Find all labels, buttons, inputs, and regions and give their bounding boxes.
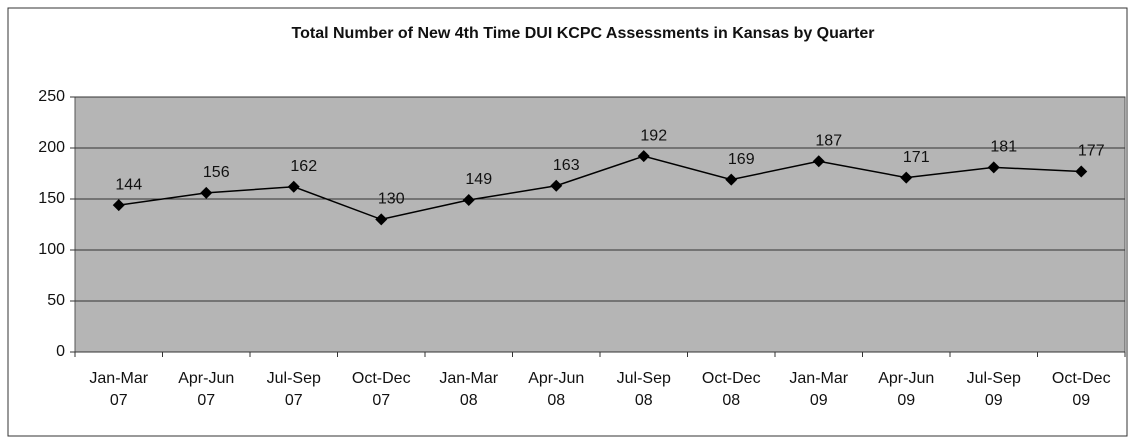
data-label: 187 [815,132,842,149]
data-line [118,155,1082,221]
plot-area [74,96,1126,353]
x-tick-label: Apr-Jun 07 [178,370,235,409]
data-label: 163 [553,157,580,174]
y-tick-label: 50 [47,292,65,309]
marker [1075,165,1088,178]
y-tick-label: 0 [56,343,65,360]
marker [375,213,388,226]
y-tick-label: 250 [38,88,65,105]
y-tick-label: 200 [38,139,65,156]
marker [200,186,213,199]
data-label: 144 [115,176,142,193]
data-label: 169 [728,151,755,168]
y-tick-label: 150 [38,190,65,207]
marker [550,179,563,192]
marker [637,150,650,163]
marker [112,199,125,212]
x-tick-label: Oct-Dec 08 [701,370,761,409]
data-label: 177 [1078,143,1105,160]
data-label: 181 [990,139,1017,156]
x-tick-label: Apr-Jun 08 [528,370,585,409]
marker [900,171,913,184]
x-tick-label: Jul-Sep 08 [616,370,671,409]
data-label: 130 [378,191,405,208]
marker [462,194,475,207]
data-label: 162 [290,158,317,175]
marker [287,180,300,193]
x-tick-label: Jan-Mar 09 [789,370,849,409]
x-tick-label: Oct-Dec 07 [351,370,411,409]
data-label: 171 [903,149,930,166]
chart-title: Total Number of New 4th Time DUI KCPC As… [292,25,875,42]
x-tick-label: Oct-Dec 09 [1051,370,1111,409]
marker [812,155,825,168]
x-tick-label: Jan-Mar 07 [89,370,149,409]
x-tick-label: Jul-Sep 07 [266,370,321,409]
x-tick-label: Jan-Mar 08 [439,370,499,409]
data-label: 156 [203,164,230,181]
y-tick-label: 100 [38,241,65,258]
data-label: 192 [640,127,667,144]
data-label: 149 [465,171,492,188]
marker [987,161,1000,174]
x-tick-label: Apr-Jun 09 [878,370,935,409]
marker [725,173,738,186]
x-tick-label: Jul-Sep 09 [966,370,1021,409]
